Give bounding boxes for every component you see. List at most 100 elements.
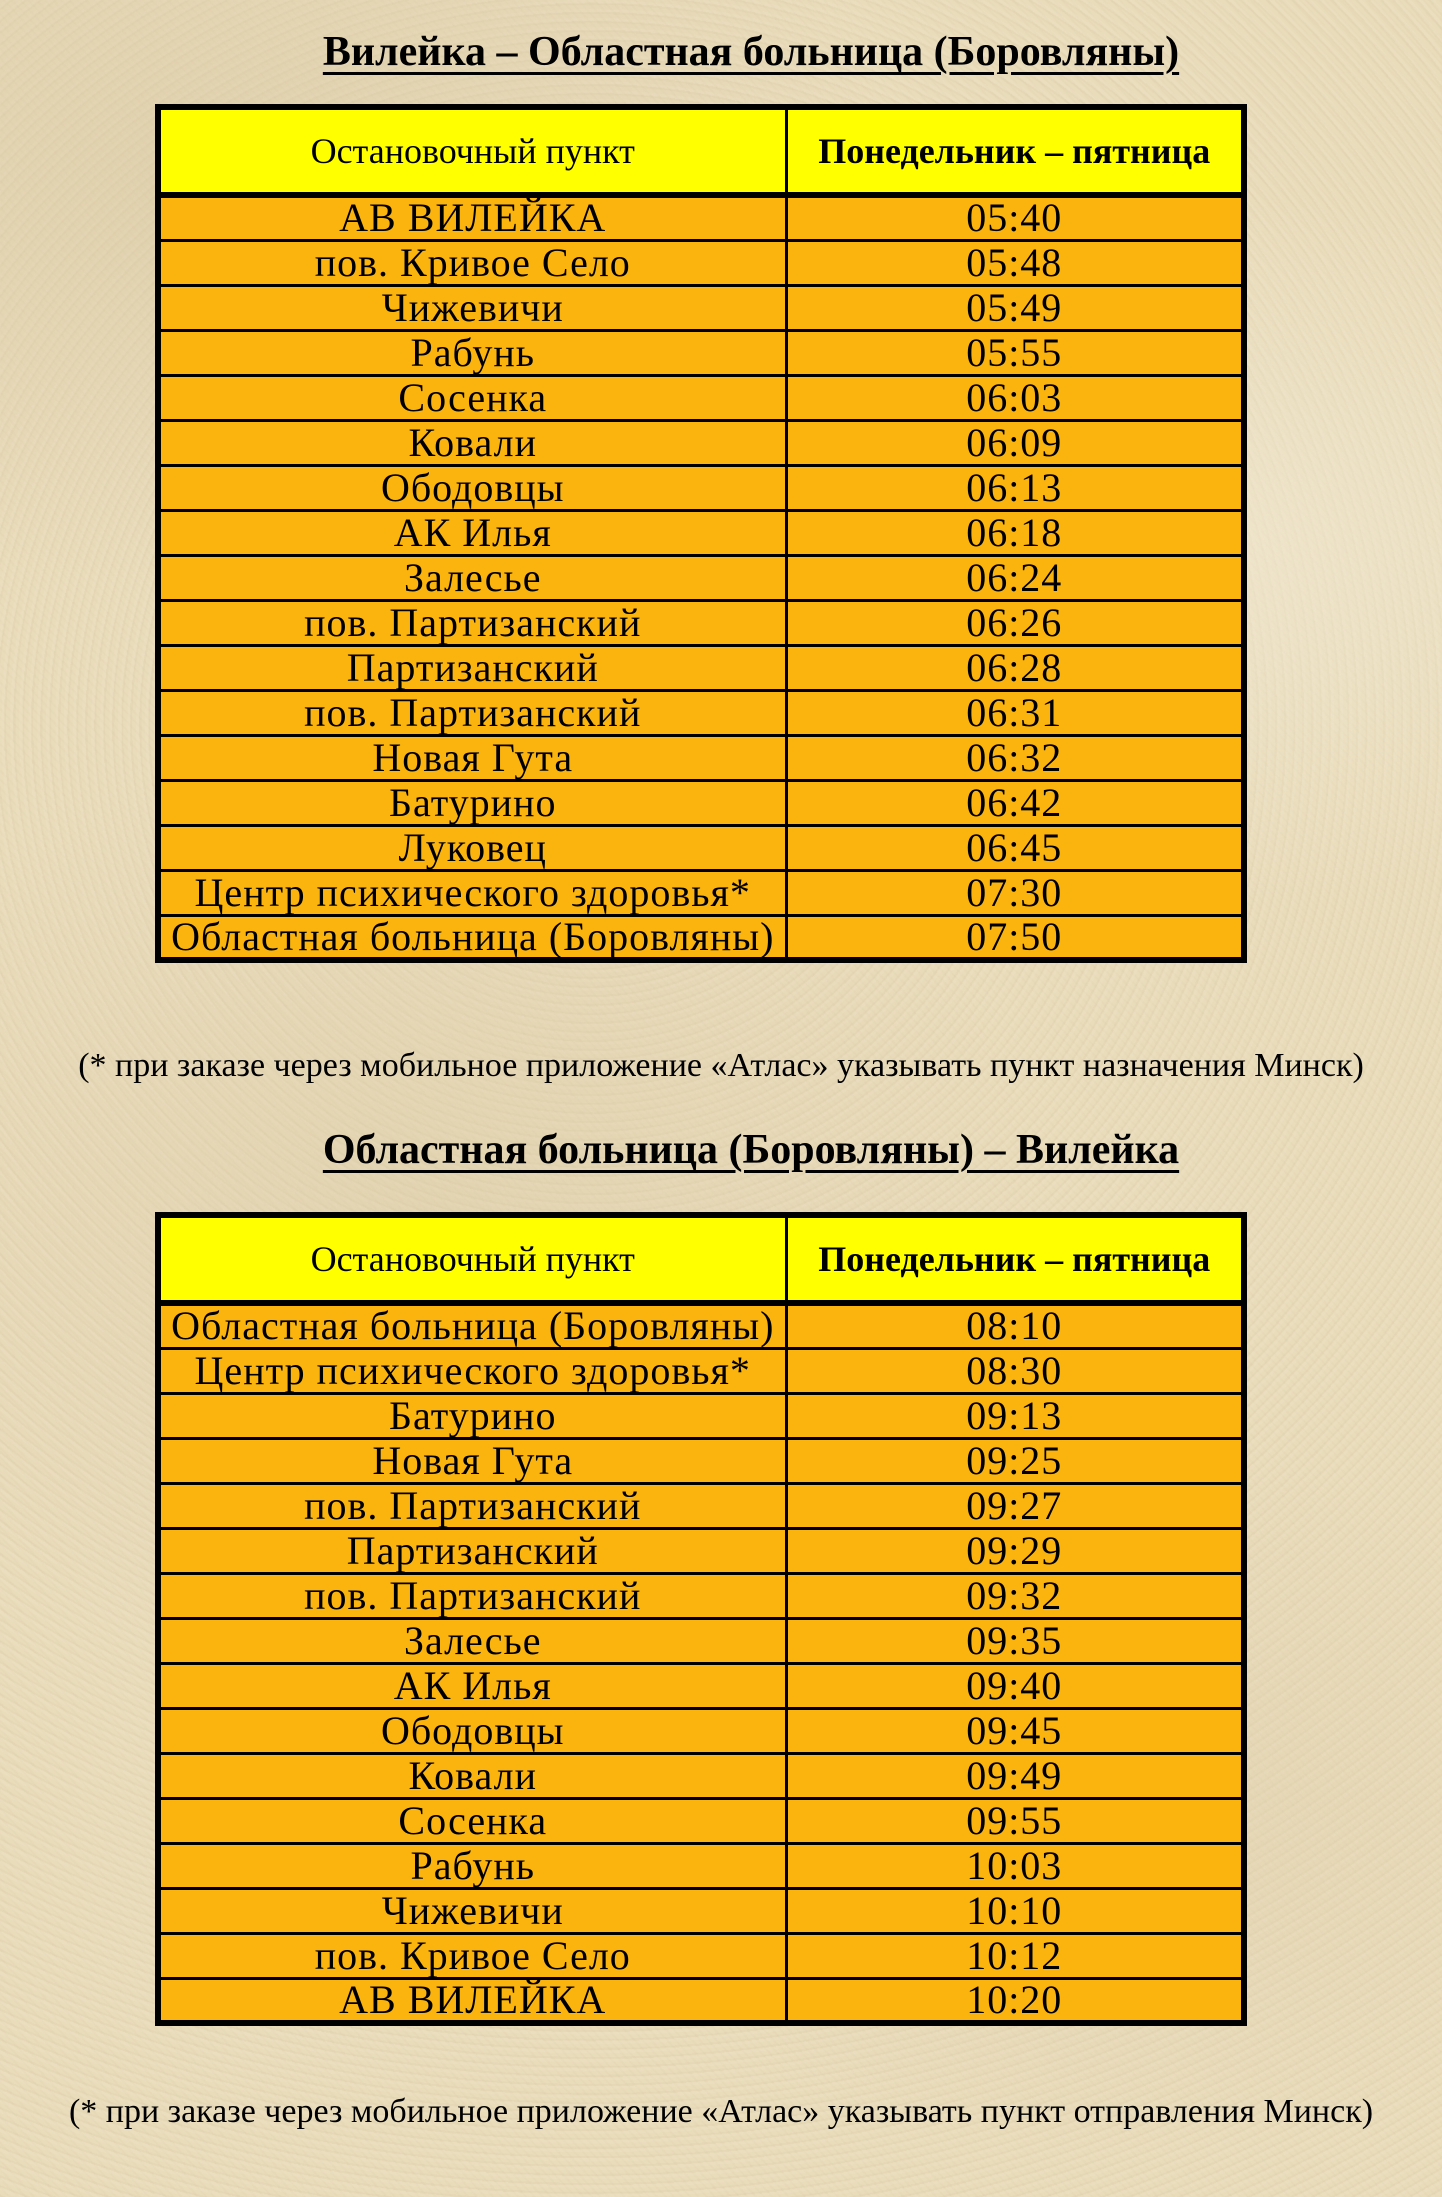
table-row: Областная больница (Боровляны) 07:50 [156, 913, 1246, 962]
stop-cell: Областная больница (Боровляны) [156, 913, 788, 962]
table-row: Батурино 09:13 [156, 1391, 1246, 1440]
stop-cell: пов. Партизанский [156, 1481, 788, 1530]
time-cell: 09:55 [784, 1796, 1246, 1845]
stop-cell: Ковали [156, 1751, 788, 1800]
time-cell: 09:35 [784, 1616, 1246, 1665]
time-cell: 10:10 [784, 1886, 1246, 1935]
time-cell: 05:55 [784, 328, 1246, 377]
time-cell: 05:48 [784, 238, 1246, 287]
time-cell: 06:13 [784, 463, 1246, 512]
table-row: Ковали 06:09 [156, 418, 1246, 467]
table-row: Новая Гута 09:25 [156, 1436, 1246, 1485]
table-row: АВ ВИЛЕЙКА 05:40 [156, 193, 1246, 242]
stop-cell: Чижевичи [156, 1886, 788, 1935]
time-cell: 06:32 [784, 733, 1246, 782]
stop-cell: Батурино [156, 1391, 788, 1440]
column-header-stop: Остановочный пункт [156, 1213, 788, 1306]
column-header-days: Понедельник – пятница [784, 1213, 1246, 1306]
time-cell: 07:50 [784, 913, 1246, 962]
table-row: пов. Партизанский 06:31 [156, 688, 1246, 737]
table-row: Партизанский 09:29 [156, 1526, 1246, 1575]
time-cell: 06:31 [784, 688, 1246, 737]
table-row: Луковец 06:45 [156, 823, 1246, 872]
time-cell: 06:45 [784, 823, 1246, 872]
route-title-outbound: Вилейка – Областная больница (Боровляны) [322, 29, 1180, 75]
column-header-stop: Остановочный пункт [156, 105, 788, 198]
stop-cell: Ковали [156, 418, 788, 467]
time-cell: 09:27 [784, 1481, 1246, 1530]
time-cell: 10:12 [784, 1931, 1246, 1980]
column-header-days: Понедельник – пятница [784, 105, 1246, 198]
time-cell: 08:10 [784, 1301, 1246, 1350]
table-row: Залесье 09:35 [156, 1616, 1246, 1665]
timetable-outbound: Остановочный пункт Понедельник – пятница… [155, 104, 1247, 963]
table-row: пов. Кривое Село 05:48 [156, 238, 1246, 287]
table-row: пов. Партизанский 09:27 [156, 1481, 1246, 1530]
table-row: Батурино 06:42 [156, 778, 1246, 827]
table-row: Рабунь 10:03 [156, 1841, 1246, 1890]
table-row: пов. Партизанский 06:26 [156, 598, 1246, 647]
footnote-outbound: (* при заказе через мобильное приложение… [78, 1047, 1364, 1084]
stop-cell: Центр психического здоровья* [156, 1346, 788, 1395]
stop-cell: Ободовцы [156, 1706, 788, 1755]
table-row: АК Илья 06:18 [156, 508, 1246, 557]
stop-cell: Батурино [156, 778, 788, 827]
stop-cell: пов. Партизанский [156, 598, 788, 647]
time-cell: 06:42 [784, 778, 1246, 827]
stop-cell: пов. Кривое Село [156, 1931, 788, 1980]
stop-cell: Партизанский [156, 1526, 788, 1575]
stop-cell: Залесье [156, 1616, 788, 1665]
table-row: Залесье 06:24 [156, 553, 1246, 602]
table-row: АВ ВИЛЕЙКА 10:20 [156, 1976, 1246, 2025]
timetable-body-outbound: АВ ВИЛЕЙКА 05:40 пов. Кривое Село 05:48 Чиже… [156, 193, 1246, 962]
time-cell: 05:49 [784, 283, 1246, 332]
table-row: Сосенка 09:55 [156, 1796, 1246, 1845]
stop-cell: пов. Партизанский [156, 1571, 788, 1620]
time-cell: 09:29 [784, 1526, 1246, 1575]
header-row: Остановочный пункт Понедельник – пятница [156, 105, 1246, 198]
table-row: Центр психического здоровья* 07:30 [156, 868, 1246, 917]
table-row: Ковали 09:49 [156, 1751, 1246, 1800]
table-row: Партизанский 06:28 [156, 643, 1246, 692]
table-row: Центр психического здоровья* 08:30 [156, 1346, 1246, 1395]
footnote-return: (* при заказе через мобильное приложение… [68, 2093, 1374, 2130]
time-cell: 09:13 [784, 1391, 1246, 1440]
time-cell: 09:45 [784, 1706, 1246, 1755]
stop-cell: Центр психического здоровья* [156, 868, 788, 917]
stop-cell: Сосенка [156, 373, 788, 422]
time-cell: 06:03 [784, 373, 1246, 422]
stop-cell: Областная больница (Боровляны) [156, 1301, 788, 1350]
table-row: Областная больница (Боровляны) 08:10 [156, 1301, 1246, 1350]
stop-cell: пов. Кривое Село [156, 238, 788, 287]
table-row: Ободовцы 09:45 [156, 1706, 1246, 1755]
stop-cell: Залесье [156, 553, 788, 602]
time-cell: 06:28 [784, 643, 1246, 692]
table-row: пов. Кривое Село 10:12 [156, 1931, 1246, 1980]
stop-cell: АК Илья [156, 1661, 788, 1710]
stop-cell: Рабунь [156, 328, 788, 377]
table-row: Рабунь 05:55 [156, 328, 1246, 377]
table-row: Чижевичи 05:49 [156, 283, 1246, 332]
time-cell: 06:24 [784, 553, 1246, 602]
stop-cell: Новая Гута [156, 1436, 788, 1485]
stop-cell: АК Илья [156, 508, 788, 557]
table-row: АК Илья 09:40 [156, 1661, 1246, 1710]
table-row: пов. Партизанский 09:32 [156, 1571, 1246, 1620]
time-cell: 06:09 [784, 418, 1246, 467]
stop-cell: Чижевичи [156, 283, 788, 332]
time-cell: 06:26 [784, 598, 1246, 647]
stop-cell: АВ ВИЛЕЙКА [156, 193, 788, 242]
route-title-return: Областная больница (Боровляны) – Вилейка [322, 1127, 1180, 1173]
stop-cell: Рабунь [156, 1841, 788, 1890]
table-row: Ободовцы 06:13 [156, 463, 1246, 512]
time-cell: 09:40 [784, 1661, 1246, 1710]
time-cell: 10:03 [784, 1841, 1246, 1890]
time-cell: 09:49 [784, 1751, 1246, 1800]
time-cell: 05:40 [784, 193, 1246, 242]
header-row: Остановочный пункт Понедельник – пятница [156, 1213, 1246, 1306]
time-cell: 09:32 [784, 1571, 1246, 1620]
table-row: Сосенка 06:03 [156, 373, 1246, 422]
stop-cell: Луковец [156, 823, 788, 872]
stop-cell: Новая Гута [156, 733, 788, 782]
